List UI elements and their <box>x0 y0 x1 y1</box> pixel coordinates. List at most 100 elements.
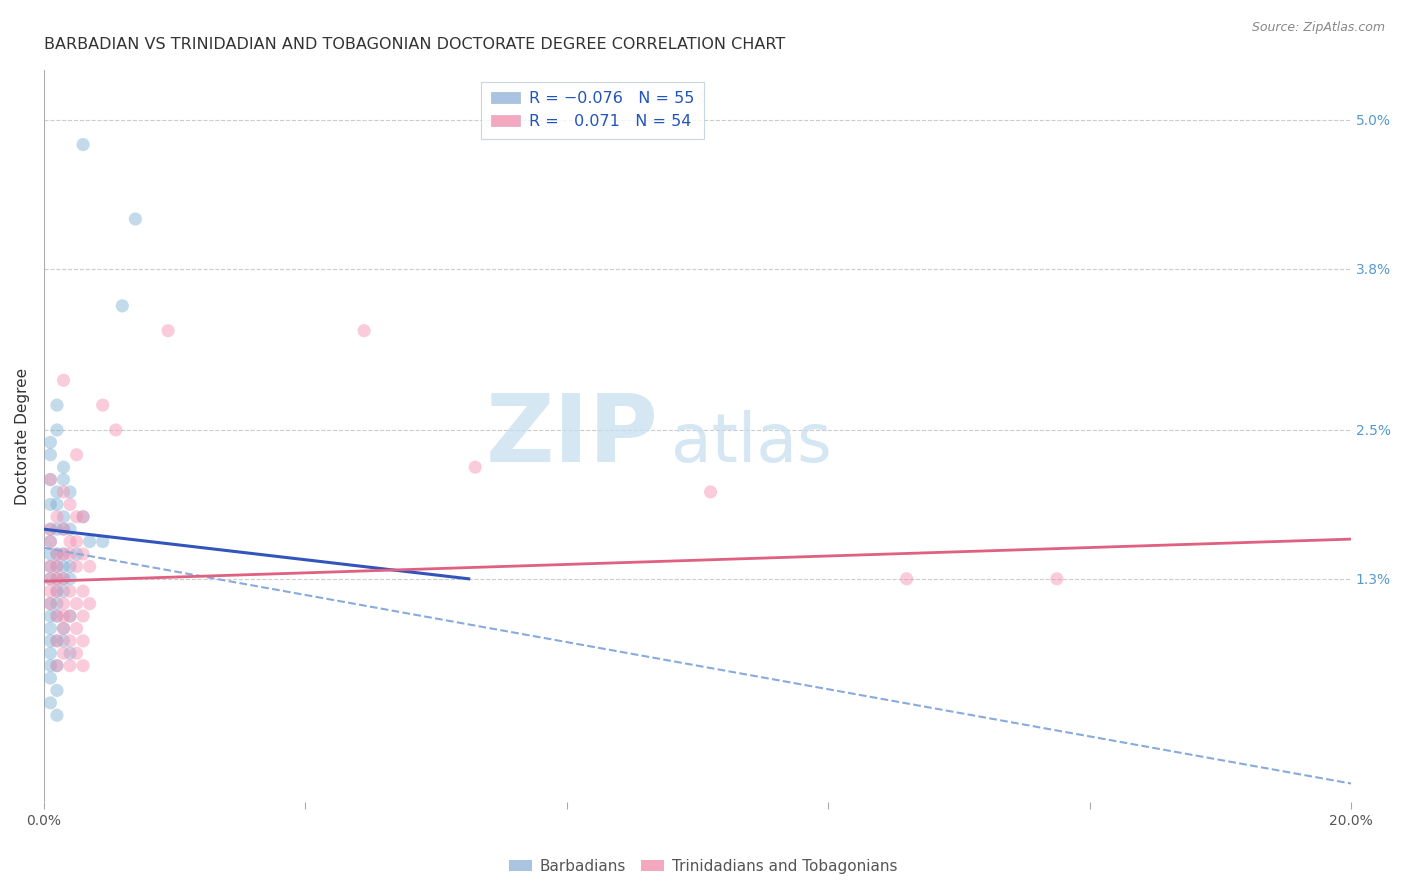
Point <box>46 547 69 561</box>
Point <box>65 547 87 561</box>
Text: ZIP: ZIP <box>485 390 658 483</box>
Point <box>72 609 94 624</box>
Point <box>52 547 75 561</box>
Point <box>39 435 62 450</box>
Text: Source: ZipAtlas.com: Source: ZipAtlas.com <box>1251 21 1385 34</box>
Point <box>52 522 75 536</box>
Point <box>52 572 75 586</box>
Point <box>46 572 69 586</box>
Point <box>896 572 918 586</box>
Point <box>39 559 62 574</box>
Point <box>65 646 87 660</box>
Text: BARBADIAN VS TRINIDADIAN AND TOBAGONIAN DOCTORATE DEGREE CORRELATION CHART: BARBADIAN VS TRINIDADIAN AND TOBAGONIAN … <box>44 37 785 53</box>
Point <box>46 597 69 611</box>
Point <box>39 522 62 536</box>
Point <box>46 633 69 648</box>
Point <box>39 609 62 624</box>
Point <box>52 522 75 536</box>
Point <box>157 324 180 338</box>
Text: atlas: atlas <box>671 410 832 476</box>
Point <box>124 212 146 227</box>
Point <box>52 597 75 611</box>
Point <box>59 633 82 648</box>
Point <box>59 609 82 624</box>
Point <box>39 448 62 462</box>
Point <box>39 696 62 710</box>
Point <box>59 572 82 586</box>
Point <box>52 460 75 475</box>
Point <box>46 609 69 624</box>
Point <box>52 559 75 574</box>
Point <box>59 584 82 599</box>
Point <box>52 633 75 648</box>
Point <box>52 646 75 660</box>
Point <box>39 534 62 549</box>
Point <box>111 299 134 313</box>
Y-axis label: Doctorate Degree: Doctorate Degree <box>15 368 30 505</box>
Point <box>72 584 94 599</box>
Point <box>59 559 82 574</box>
Point <box>39 622 62 636</box>
Point <box>59 522 82 536</box>
Point <box>46 547 69 561</box>
Point <box>65 534 87 549</box>
Point <box>59 646 82 660</box>
Point <box>39 633 62 648</box>
Point <box>59 609 82 624</box>
Point <box>39 597 62 611</box>
Point <box>46 485 69 500</box>
Point <box>72 137 94 152</box>
Point <box>65 559 87 574</box>
Point <box>46 509 69 524</box>
Point <box>46 584 69 599</box>
Point <box>59 485 82 500</box>
Point <box>39 534 62 549</box>
Point <box>39 473 62 487</box>
Point <box>46 584 69 599</box>
Point <box>91 534 114 549</box>
Point <box>46 423 69 437</box>
Point <box>52 547 75 561</box>
Point <box>46 658 69 673</box>
Point <box>52 622 75 636</box>
Legend: Barbadians, Trinidadians and Tobagonians: Barbadians, Trinidadians and Tobagonians <box>503 853 903 880</box>
Point <box>46 398 69 412</box>
Point <box>39 522 62 536</box>
Point <box>39 646 62 660</box>
Point <box>353 324 375 338</box>
Point <box>39 572 62 586</box>
Point <box>52 584 75 599</box>
Point <box>65 597 87 611</box>
Point <box>79 559 101 574</box>
Point <box>52 509 75 524</box>
Point <box>39 473 62 487</box>
Point <box>39 572 62 586</box>
Point <box>91 398 114 412</box>
Point <box>46 708 69 723</box>
Point <box>46 559 69 574</box>
Point <box>699 485 721 500</box>
Point <box>46 522 69 536</box>
Point <box>46 609 69 624</box>
Point <box>52 373 75 387</box>
Point <box>59 497 82 511</box>
Point <box>65 509 87 524</box>
Point <box>46 497 69 511</box>
Point <box>104 423 127 437</box>
Point <box>39 597 62 611</box>
Point <box>39 559 62 574</box>
Point <box>39 547 62 561</box>
Point <box>39 658 62 673</box>
Point <box>52 622 75 636</box>
Point <box>72 509 94 524</box>
Point <box>59 658 82 673</box>
Point <box>46 572 69 586</box>
Point <box>72 633 94 648</box>
Point <box>72 509 94 524</box>
Point <box>1046 572 1069 586</box>
Point <box>464 460 486 475</box>
Point <box>46 559 69 574</box>
Point <box>39 497 62 511</box>
Point <box>59 547 82 561</box>
Point <box>72 658 94 673</box>
